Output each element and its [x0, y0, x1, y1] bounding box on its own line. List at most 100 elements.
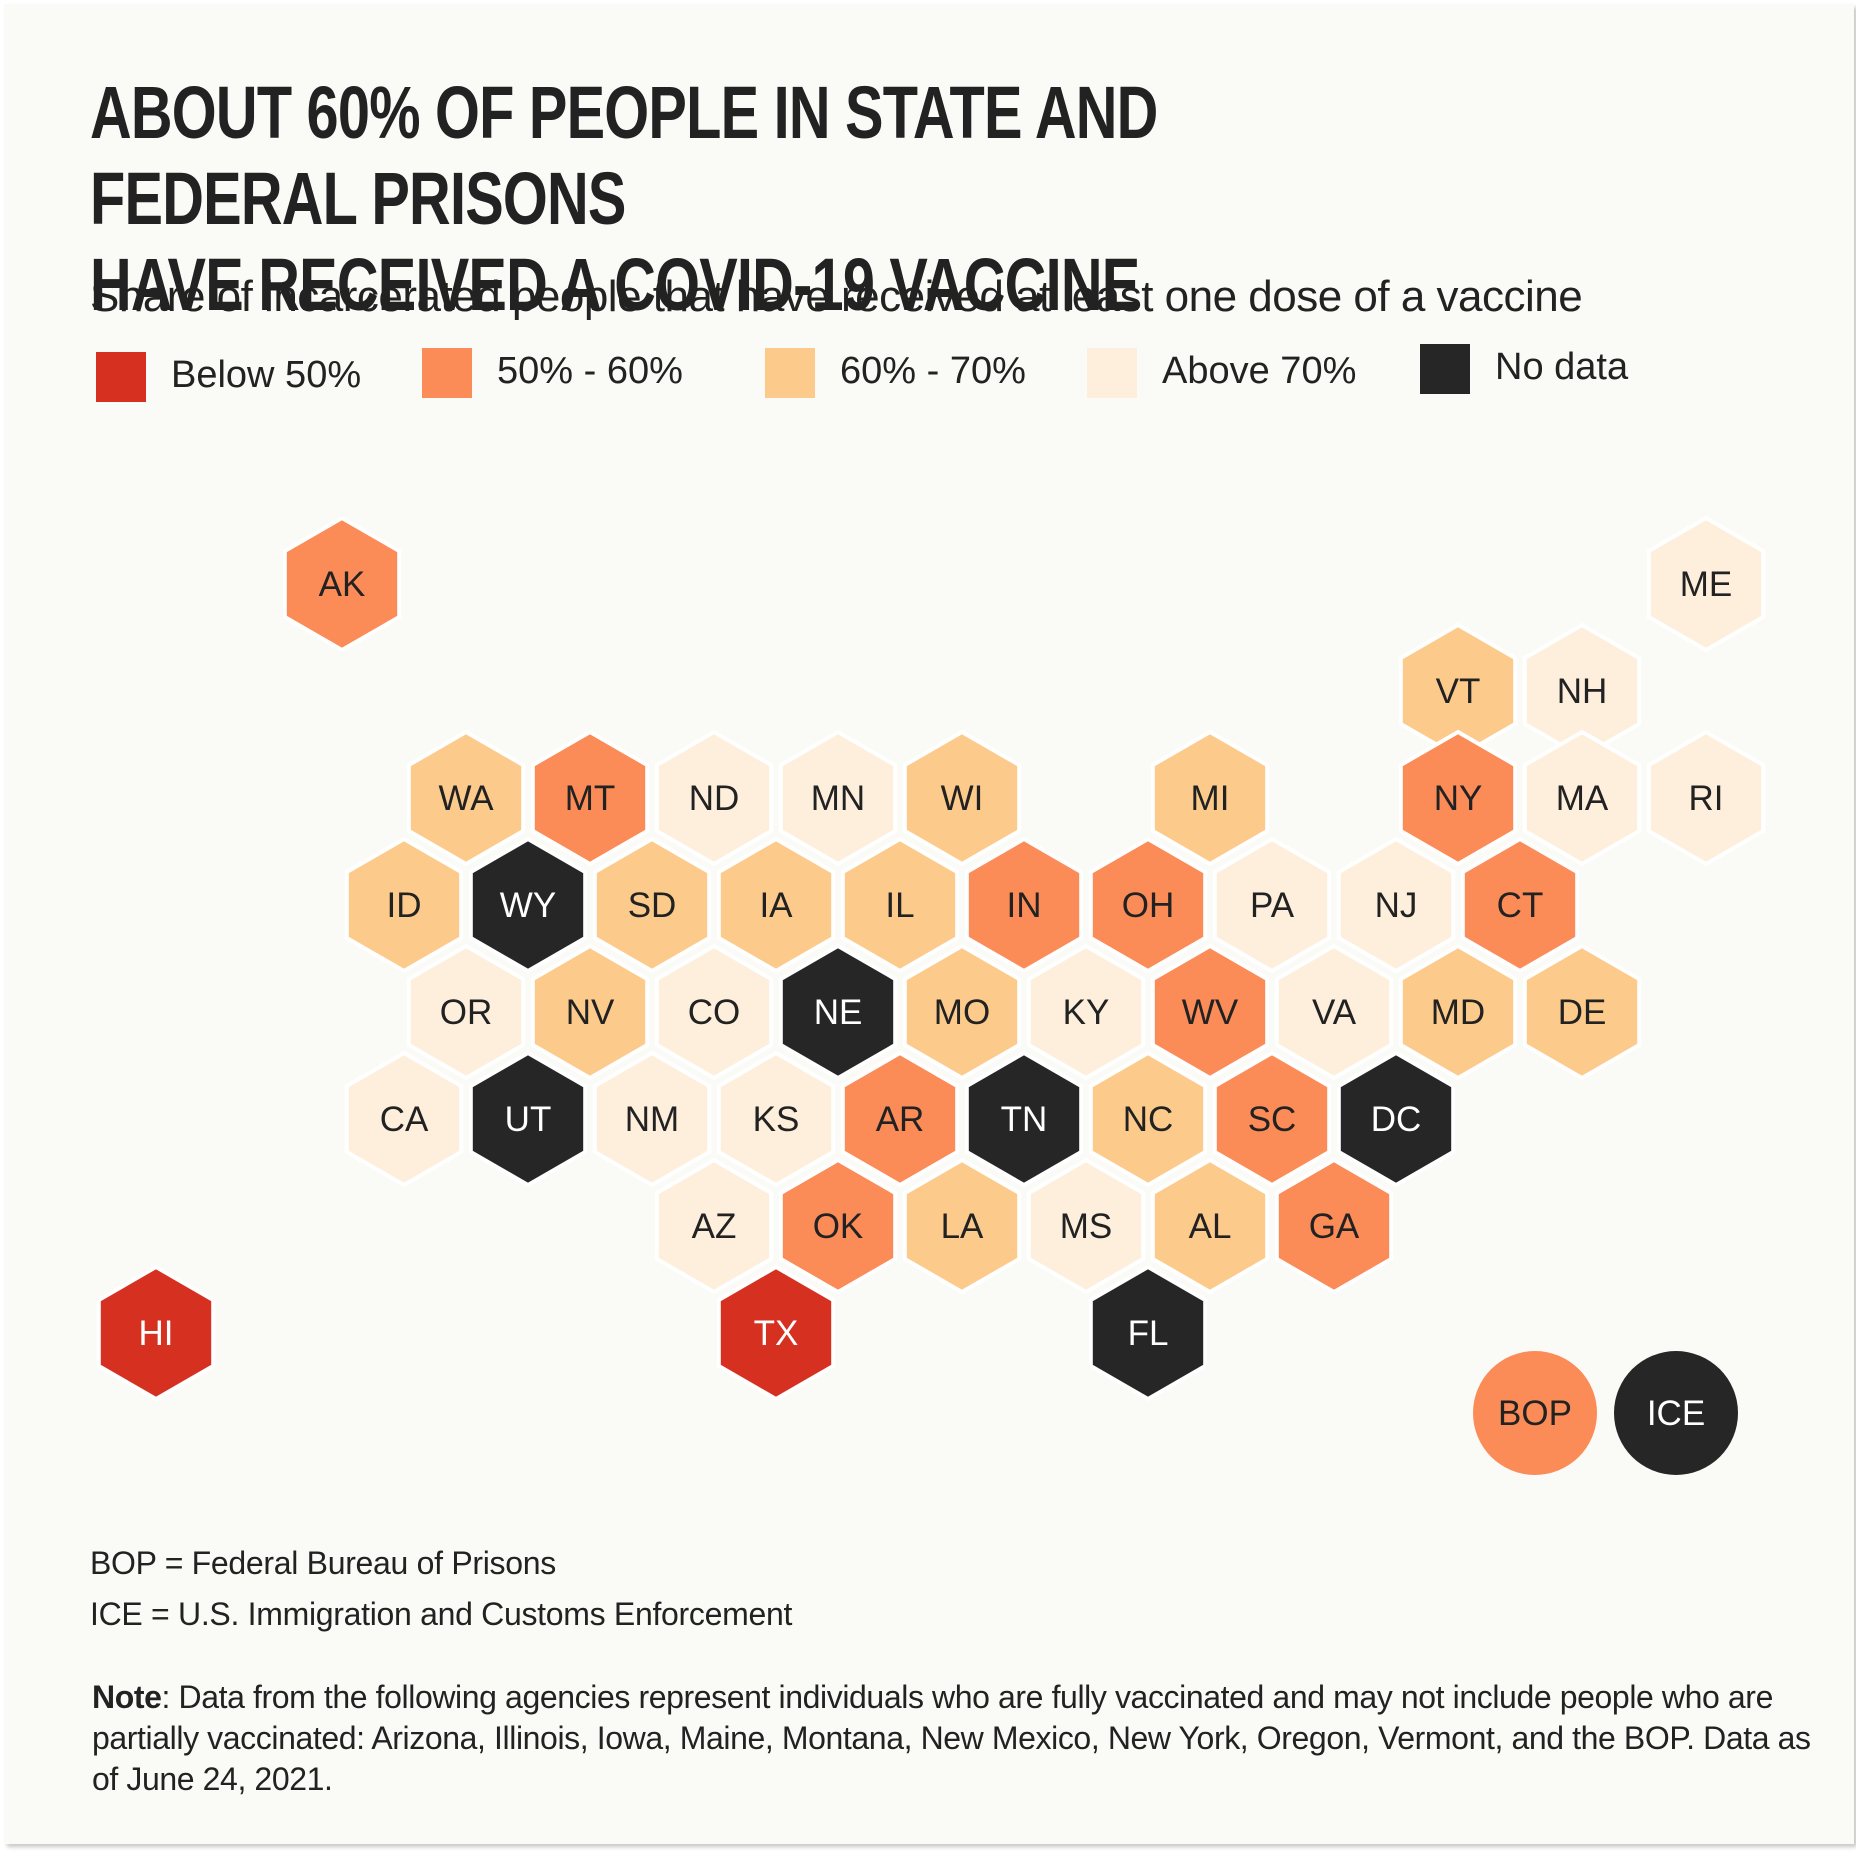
hex-tile-id [344, 836, 464, 974]
hex-co: CO [654, 943, 774, 1081]
hex-ma: MA [1522, 729, 1642, 867]
hex-id: ID [344, 836, 464, 974]
hex-label-me: ME [1680, 565, 1733, 604]
hex-ky: KY [1026, 943, 1146, 1081]
hex-label-ca: CA [380, 1100, 429, 1139]
hex-nd: ND [654, 729, 774, 867]
hex-label-ms: MS [1060, 1207, 1113, 1246]
hex-nj: NJ [1336, 836, 1456, 974]
hex-ia: IA [716, 836, 836, 974]
hex-tile-wy [468, 836, 588, 974]
hex-vt: VT [1398, 622, 1518, 760]
hex-md: MD [1398, 943, 1518, 1081]
hex-mi: MI [1150, 729, 1270, 867]
hex-tile-nc [1088, 1050, 1208, 1188]
hex-tile-sc [1212, 1050, 1332, 1188]
hex-ks: KS [716, 1050, 836, 1188]
hex-tile-hi [96, 1264, 216, 1402]
hex-tile-il [840, 836, 960, 974]
hex-label-sc: SC [1248, 1100, 1297, 1139]
hex-label-pa: PA [1250, 886, 1295, 925]
hex-label-ne: NE [814, 993, 863, 1032]
hex-label-nj: NJ [1375, 886, 1418, 925]
agency-ice: ICE [1614, 1351, 1738, 1475]
hex-label-ia: IA [759, 886, 793, 925]
hex-tile-mt [530, 729, 650, 867]
hex-label-nc: NC [1123, 1100, 1174, 1139]
hex-wy: WY [468, 836, 588, 974]
hex-wi: WI [902, 729, 1022, 867]
agency-circle-bop [1473, 1351, 1597, 1475]
chart-subtitle: Share of incarcerated people that have r… [90, 272, 1583, 321]
hex-tile-ri [1646, 729, 1766, 867]
hex-label-az: AZ [692, 1207, 737, 1246]
note-label: Note [92, 1679, 162, 1715]
hex-az: AZ [654, 1157, 774, 1295]
hex-tile-pa [1212, 836, 1332, 974]
hex-tile-mo [902, 943, 1022, 1081]
footnote-bop: BOP = Federal Bureau of Prisons [90, 1545, 556, 1581]
hex-mo: MO [902, 943, 1022, 1081]
hex-ca: CA [344, 1050, 464, 1188]
hex-la: LA [902, 1157, 1022, 1295]
hex-tile-oh [1088, 836, 1208, 974]
hex-tile-ok [778, 1157, 898, 1295]
hex-tile-co [654, 943, 774, 1081]
note-body: : Data from the following agencies repre… [92, 1679, 1811, 1797]
hex-tile-dc [1336, 1050, 1456, 1188]
hex-in: IN [964, 836, 1084, 974]
hex-label-ut: UT [505, 1100, 552, 1139]
hex-label-de: DE [1558, 993, 1607, 1032]
hex-wv: WV [1150, 943, 1270, 1081]
hex-label-id: ID [387, 886, 422, 925]
hex-tile-in [964, 836, 1084, 974]
hex-label-ks: KS [753, 1100, 800, 1139]
hex-tile-nd [654, 729, 774, 867]
hex-nv: NV [530, 943, 650, 1081]
hex-wa: WA [406, 729, 526, 867]
hex-label-nd: ND [689, 779, 740, 818]
hex-tile-ar [840, 1050, 960, 1188]
hex-va: VA [1274, 943, 1394, 1081]
legend-swatch-nodata [1420, 344, 1470, 394]
hex-label-mt: MT [565, 779, 616, 818]
legend-label-below50: Below 50% [171, 354, 362, 396]
hex-label-al: AL [1189, 1207, 1232, 1246]
hex-tile-wv [1150, 943, 1270, 1081]
hex-tile-nm [592, 1050, 712, 1188]
hex-label-va: VA [1312, 993, 1357, 1032]
hex-ri: RI [1646, 729, 1766, 867]
hex-mt: MT [530, 729, 650, 867]
agency-circle-ice [1614, 1351, 1738, 1475]
hex-pa: PA [1212, 836, 1332, 974]
hex-ok: OK [778, 1157, 898, 1295]
hex-label-mo: MO [934, 993, 990, 1032]
hex-label-nh: NH [1557, 672, 1608, 711]
hex-label-ar: AR [876, 1100, 925, 1139]
hex-al: AL [1150, 1157, 1270, 1295]
hex-tx: TX [716, 1264, 836, 1402]
hex-tile-tx [716, 1264, 836, 1402]
hex-tile-ms [1026, 1157, 1146, 1295]
hex-label-wy: WY [500, 886, 556, 925]
legend-swatch-above70 [1087, 348, 1137, 398]
hex-label-dc: DC [1371, 1100, 1422, 1139]
hex-ut: UT [468, 1050, 588, 1188]
hex-label-hi: HI [139, 1314, 174, 1353]
legend-label-above70: Above 70% [1162, 350, 1357, 392]
hex-tile-md [1398, 943, 1518, 1081]
hex-or: OR [406, 943, 526, 1081]
hex-tile-wi [902, 729, 1022, 867]
hex-label-wv: WV [1182, 993, 1239, 1032]
hex-label-la: LA [941, 1207, 984, 1246]
hex-tile-az [654, 1157, 774, 1295]
hex-mn: MN [778, 729, 898, 867]
hex-label-nv: NV [566, 993, 615, 1032]
hex-tile-tn [964, 1050, 1084, 1188]
legend-label-60to70: 60% - 70% [840, 350, 1026, 392]
hex-label-tx: TX [754, 1314, 799, 1353]
legend-label-nodata: No data [1495, 346, 1629, 388]
hex-me: ME [1646, 515, 1766, 653]
hex-tile-de [1522, 943, 1642, 1081]
